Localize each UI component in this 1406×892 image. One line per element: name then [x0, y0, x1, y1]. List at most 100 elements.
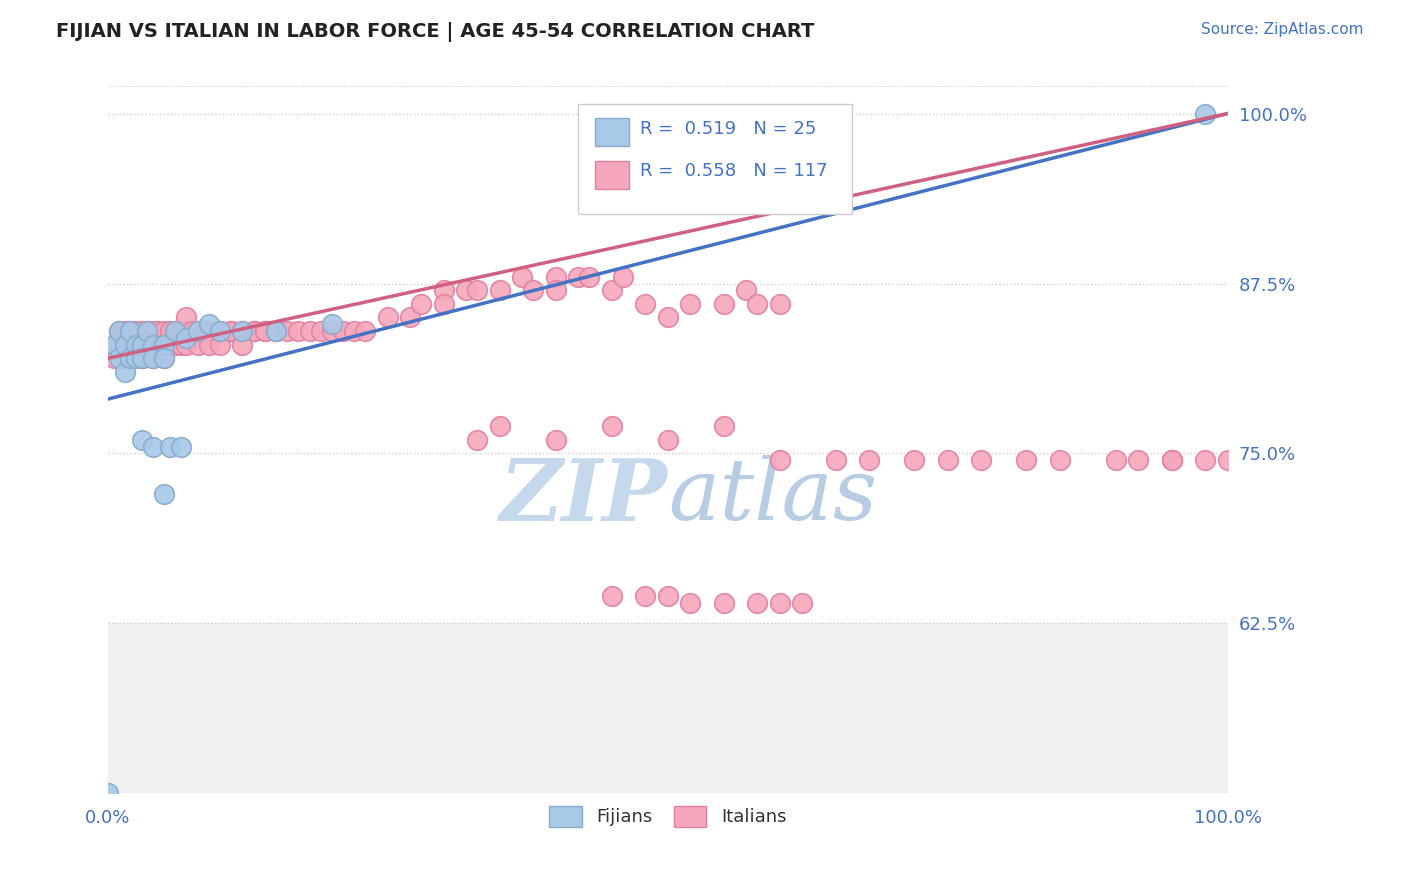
Point [176, 337, 198, 351]
Point [769, 453, 792, 467]
Point [298, 324, 321, 338]
Text: R =  0.558   N = 117: R = 0.558 N = 117 [640, 162, 827, 180]
Point [131, 337, 153, 351]
Point [125, 324, 148, 338]
Point [276, 324, 298, 338]
Point [231, 337, 253, 351]
Point [1049, 453, 1071, 467]
Point [321, 318, 343, 332]
Point [488, 283, 510, 297]
Point [165, 337, 187, 351]
Point [747, 297, 769, 311]
Point [208, 324, 231, 338]
Point [578, 269, 600, 284]
Point [97, 786, 120, 800]
Text: atlas: atlas [668, 455, 877, 538]
Bar [108, 624, 1227, 793]
Point [1194, 106, 1216, 120]
Point [377, 310, 399, 325]
Point [165, 324, 187, 338]
Point [197, 318, 219, 332]
Point [713, 419, 735, 434]
Point [176, 331, 198, 345]
Point [108, 337, 131, 351]
Point [634, 297, 657, 311]
Point [1216, 453, 1239, 467]
Point [159, 337, 181, 351]
Point [108, 324, 131, 338]
Point [114, 337, 136, 351]
Point [131, 324, 153, 338]
Point [125, 351, 148, 366]
Point [208, 324, 231, 338]
Text: FIJIAN VS ITALIAN IN LABOR FORCE | AGE 45-54 CORRELATION CHART: FIJIAN VS ITALIAN IN LABOR FORCE | AGE 4… [56, 22, 814, 42]
Point [142, 351, 165, 366]
Point [332, 324, 354, 338]
Point [108, 324, 131, 338]
Point [903, 453, 925, 467]
Point [399, 310, 422, 325]
Point [142, 351, 165, 366]
Point [136, 324, 159, 338]
Point [679, 596, 702, 610]
Point [747, 596, 769, 610]
Point [657, 589, 679, 603]
Point [544, 269, 567, 284]
Point [197, 337, 219, 351]
Point [148, 324, 170, 338]
Point [600, 419, 623, 434]
Point [488, 419, 510, 434]
Point [1160, 453, 1182, 467]
Point [253, 324, 276, 338]
Point [187, 324, 209, 338]
Point [120, 351, 142, 366]
Point [208, 324, 231, 338]
Point [824, 453, 846, 467]
Point [433, 297, 456, 311]
Point [769, 596, 792, 610]
Point [679, 297, 702, 311]
Point [136, 324, 159, 338]
Point [125, 337, 148, 351]
Point [191, 324, 214, 338]
Point [170, 337, 193, 351]
Point [159, 324, 181, 338]
Point [219, 324, 242, 338]
Point [657, 310, 679, 325]
Point [131, 337, 153, 351]
Point [936, 453, 959, 467]
Point [125, 337, 148, 351]
Point [264, 324, 287, 338]
Legend: Fijians, Italians: Fijians, Italians [541, 798, 793, 834]
Point [612, 269, 634, 284]
Point [142, 337, 165, 351]
Text: Source: ZipAtlas.com: Source: ZipAtlas.com [1201, 22, 1364, 37]
Point [1015, 453, 1038, 467]
Point [735, 283, 758, 297]
Point [153, 351, 176, 366]
Point [600, 589, 623, 603]
Bar [595, 161, 628, 189]
Point [142, 337, 165, 351]
Point [120, 337, 142, 351]
Point [242, 324, 264, 338]
Point [120, 324, 142, 338]
Point [253, 324, 276, 338]
Text: ZIP: ZIP [501, 455, 668, 538]
Point [114, 365, 136, 379]
Point [120, 337, 142, 351]
Point [165, 324, 187, 338]
Point [187, 337, 209, 351]
Point [208, 324, 231, 338]
Point [264, 324, 287, 338]
Point [467, 433, 489, 447]
Point [713, 596, 735, 610]
Point [433, 283, 456, 297]
Point [103, 337, 125, 351]
Point [181, 324, 204, 338]
FancyBboxPatch shape [578, 104, 852, 213]
Point [510, 269, 533, 284]
Point [153, 337, 176, 351]
Point [219, 324, 242, 338]
Point [321, 324, 343, 338]
